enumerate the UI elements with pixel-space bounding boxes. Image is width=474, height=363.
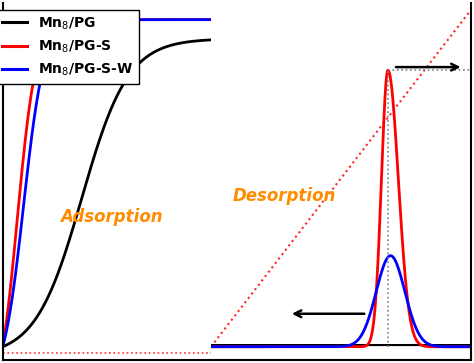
Legend: Mn$_8$/PG, Mn$_8$/PG-S, Mn$_8$/PG-S-W: Mn$_8$/PG, Mn$_8$/PG-S, Mn$_8$/PG-S-W [0, 10, 139, 84]
Text: Adsorption: Adsorption [60, 208, 163, 226]
Text: Desorption: Desorption [232, 187, 336, 205]
